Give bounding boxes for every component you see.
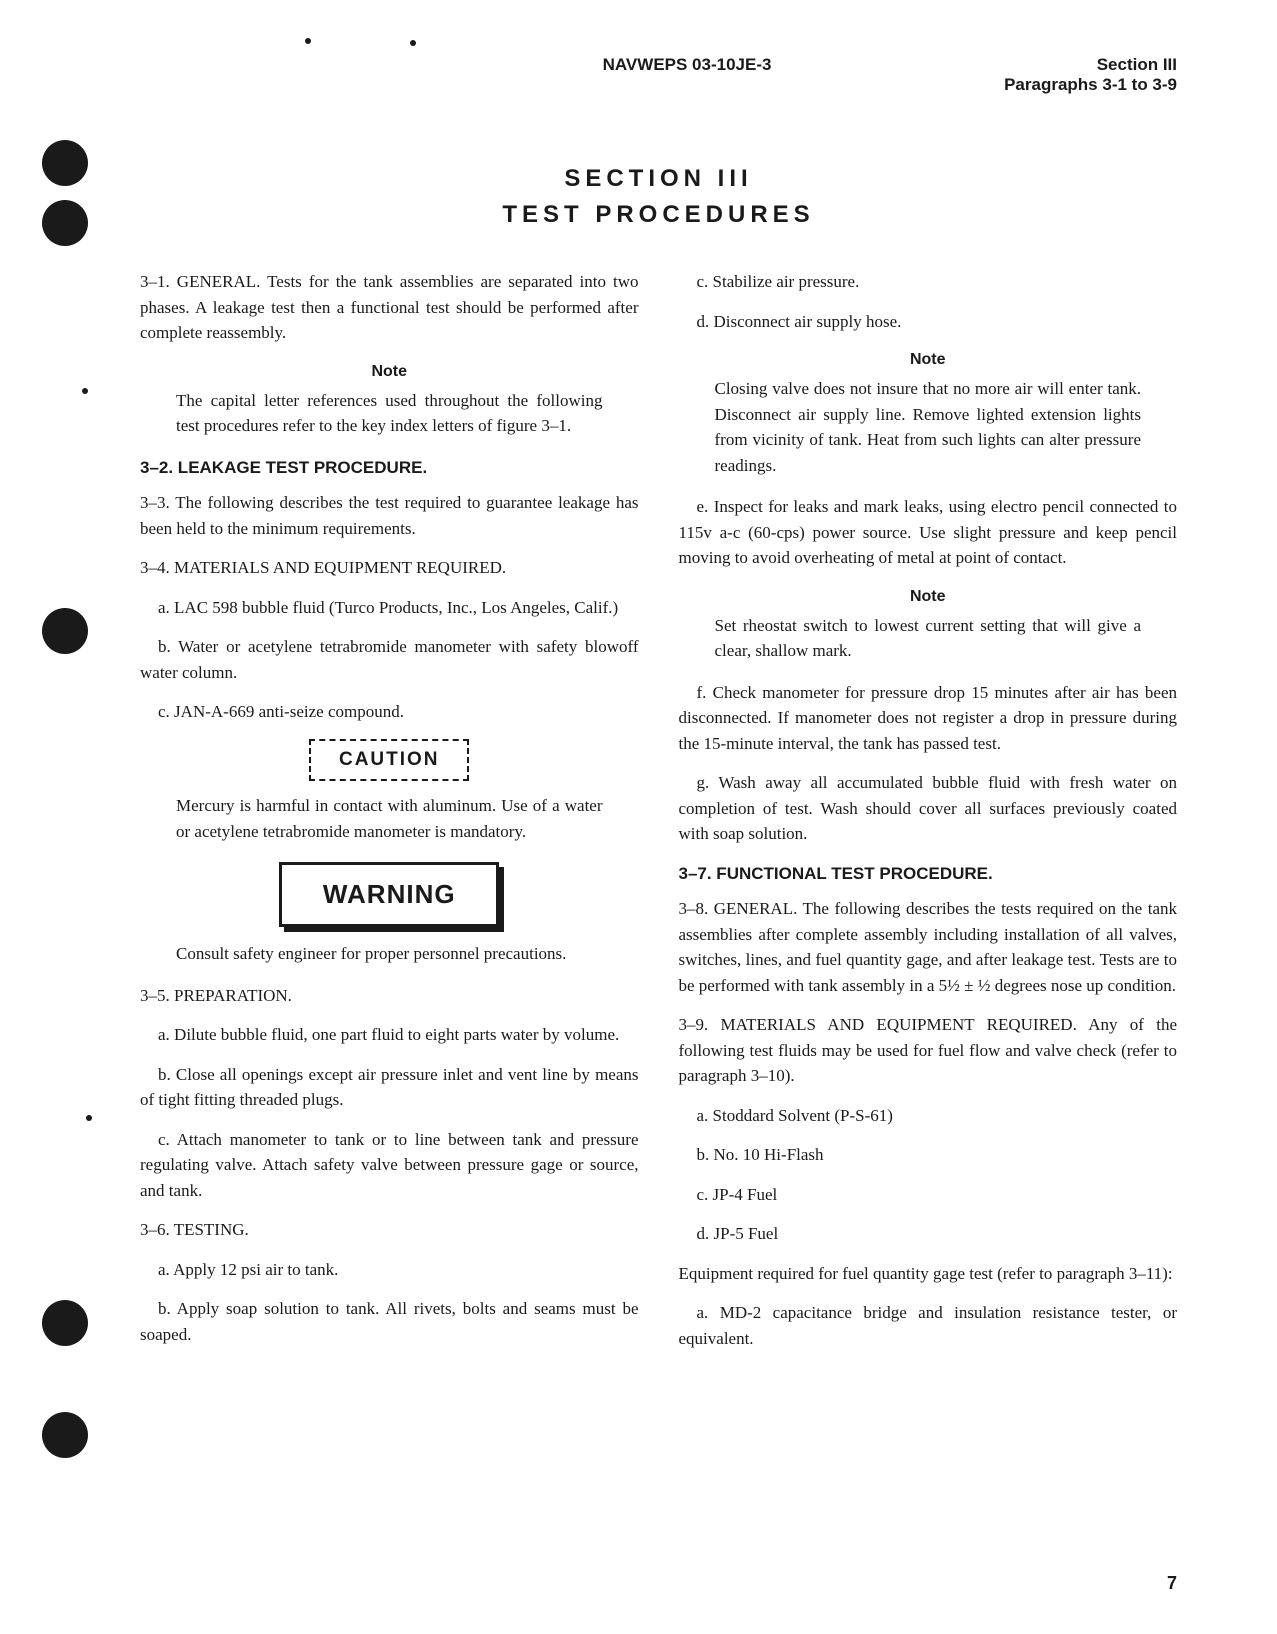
header-right: Section III Paragraphs 3-1 to 3-9 — [1004, 55, 1177, 95]
punch-hole — [42, 1412, 88, 1458]
artifact-dot — [86, 1115, 92, 1121]
content-columns: 3–1. GENERAL. Tests for the tank assembl… — [140, 269, 1177, 1365]
para-3-5c: c. Attach manometer to tank or to line b… — [140, 1127, 639, 1204]
heading-3-7: 3–7. FUNCTIONAL TEST PROCEDURE. — [679, 861, 1178, 887]
artifact-dot — [410, 40, 416, 46]
punch-hole — [42, 608, 88, 654]
section-title: SECTION III — [140, 165, 1177, 193]
para-3-4b: b. Water or acetylene tetrabromide manom… — [140, 634, 639, 685]
heading-3-4: 3–4. MATERIALS AND EQUIPMENT REQUIRED. — [140, 555, 639, 581]
caution-body: Mercury is harmful in contact with alumi… — [140, 793, 639, 844]
punch-hole — [42, 140, 88, 186]
right-column: c. Stabilize air pressure. d. Disconnect… — [679, 269, 1178, 1365]
para-3-8: 3–8. GENERAL. The following describes th… — [679, 896, 1178, 998]
warning-body: Consult safety engineer for proper perso… — [140, 941, 639, 967]
para-3-9: 3–9. MATERIALS AND EQUIPMENT REQUIRED. A… — [679, 1012, 1178, 1089]
header-doc-id: NAVWEPS 03-10JE-3 — [140, 55, 1004, 95]
para-3-9d: d. JP-5 Fuel — [679, 1221, 1178, 1247]
page-number: 7 — [1167, 1573, 1177, 1594]
note-heading: Note — [679, 348, 1178, 372]
note-heading: Note — [679, 585, 1178, 609]
note-body: Closing valve does not insure that no mo… — [679, 376, 1178, 478]
para-3-6b: b. Apply soap solution to tank. All rive… — [140, 1296, 639, 1347]
para-3-6g: g. Wash away all accumulated bubble flui… — [679, 770, 1178, 847]
para-3-6d: d. Disconnect air supply hose. — [679, 309, 1178, 335]
para-3-9c: c. JP-4 Fuel — [679, 1182, 1178, 1208]
heading-3-5: 3–5. PREPARATION. — [140, 983, 639, 1009]
para-3-9-equip: Equipment required for fuel quantity gag… — [679, 1261, 1178, 1287]
para-3-9a: a. Stoddard Solvent (P-S-61) — [679, 1103, 1178, 1129]
note-body: Set rheostat switch to lowest current se… — [679, 613, 1178, 664]
para-3-3: 3–3. The following describes the test re… — [140, 490, 639, 541]
heading-3-2: 3–2. LEAKAGE TEST PROCEDURE. — [140, 455, 639, 481]
artifact-dot — [82, 388, 88, 394]
note-body: The capital letter references used throu… — [140, 388, 639, 439]
para-3-4a: a. LAC 598 bubble fluid (Turco Products,… — [140, 595, 639, 621]
page-header: NAVWEPS 03-10JE-3 Section III Paragraphs… — [140, 55, 1177, 95]
section-subtitle: TEST PROCEDURES — [140, 201, 1177, 229]
header-paragraphs: Paragraphs 3-1 to 3-9 — [1004, 75, 1177, 95]
para-3-6a: a. Apply 12 psi air to tank. — [140, 1257, 639, 1283]
para-3-5a: a. Dilute bubble fluid, one part fluid t… — [140, 1022, 639, 1048]
page-container: NAVWEPS 03-10JE-3 Section III Paragraphs… — [0, 0, 1277, 1634]
para-3-5b: b. Close all openings except air pressur… — [140, 1062, 639, 1113]
para-3-4c: c. JAN-A-669 anti-seize compound. — [140, 699, 639, 725]
para-3-1: 3–1. GENERAL. Tests for the tank assembl… — [140, 269, 639, 346]
heading-3-6: 3–6. TESTING. — [140, 1217, 639, 1243]
note-heading: Note — [140, 360, 639, 384]
para-3-9b: b. No. 10 Hi-Flash — [679, 1142, 1178, 1168]
caution-box: CAUTION — [309, 739, 469, 782]
para-3-6f: f. Check manometer for pressure drop 15 … — [679, 680, 1178, 757]
header-section: Section III — [1004, 55, 1177, 75]
left-column: 3–1. GENERAL. Tests for the tank assembl… — [140, 269, 639, 1365]
para-3-6c: c. Stabilize air pressure. — [679, 269, 1178, 295]
punch-hole — [42, 1300, 88, 1346]
warning-box: WARNING — [279, 862, 499, 927]
para-3-9-equip-a: a. MD-2 capacitance bridge and insulatio… — [679, 1300, 1178, 1351]
para-3-6e: e. Inspect for leaks and mark leaks, usi… — [679, 494, 1178, 571]
artifact-dot — [305, 38, 311, 44]
punch-hole — [42, 200, 88, 246]
